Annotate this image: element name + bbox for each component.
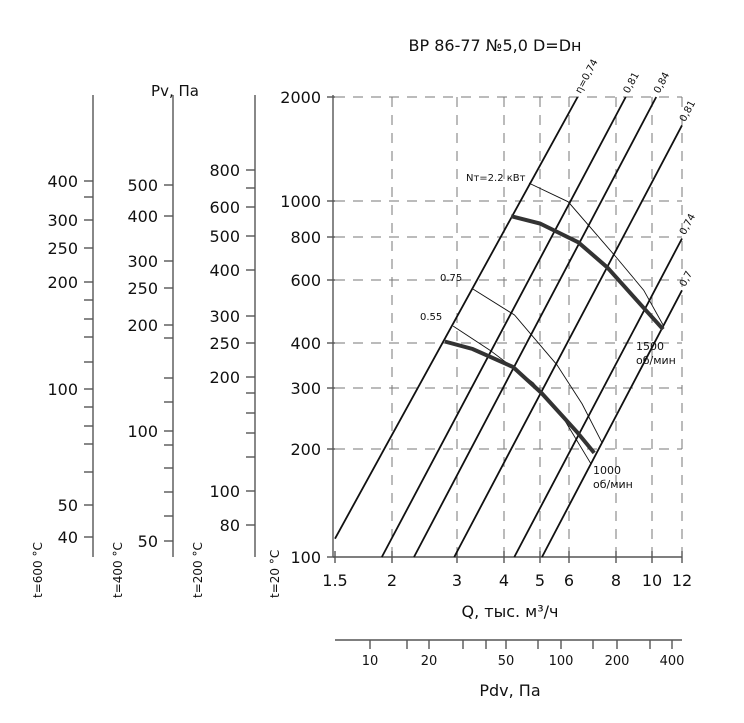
pdv-tick-label: 100 xyxy=(549,654,574,669)
efficiency-line xyxy=(453,124,683,558)
temperature-scale-tick-label: 400 xyxy=(127,207,158,226)
temperature-scale-tick-label: 800 xyxy=(209,161,240,180)
y-tick-label: 400 xyxy=(290,334,321,353)
y-tick-label: 1000 xyxy=(280,192,321,211)
temperature-scale-tick-label: 200 xyxy=(47,273,78,292)
power-curve-label: 0.55 xyxy=(420,312,442,323)
fan-speed-label: об/мин xyxy=(593,478,633,491)
axes: 1.5 2 3 4 5 6 8 10 12 100 200 300 400 600 800 1000 2000 4… xyxy=(31,88,692,669)
temperature-scale-tick-label: 100 xyxy=(127,422,158,441)
x-tick-label: 3 xyxy=(452,571,462,590)
temperature-scale-tick-label: 40 xyxy=(58,528,78,547)
grid xyxy=(335,96,683,557)
chart-title: ВР 86-77 №5,0 D=Dн xyxy=(409,36,582,55)
efficiency-label: 0,84 xyxy=(652,71,672,96)
efficiency-line xyxy=(413,96,658,558)
temperature-scale-tick-label: 600 xyxy=(209,198,240,217)
temperature-scale-tick-label: 250 xyxy=(209,334,240,353)
temperature-scale-tick-label: 80 xyxy=(220,516,240,535)
x-tick-label: 1.5 xyxy=(322,571,347,590)
temperature-scale-tick-label: 300 xyxy=(209,307,240,326)
temperature-scale-label: t=200 °C xyxy=(191,542,205,598)
pdv-tick-label: 20 xyxy=(421,654,438,669)
pdv-tick-label: 400 xyxy=(660,654,685,669)
efficiency-label: 0,81 xyxy=(678,99,698,124)
efficiency-line xyxy=(334,96,579,540)
pdv-axis-label: Pdv, Па xyxy=(479,681,540,700)
power-curve-label: 0.75 xyxy=(440,273,462,284)
power-curve xyxy=(472,288,603,443)
pdv-tick-label: 50 xyxy=(498,654,515,669)
y-tick-label: 300 xyxy=(290,379,321,398)
y-axis-label: Pv, Па xyxy=(151,82,199,100)
efficiency-label: 0,74 xyxy=(678,212,698,237)
power-curve xyxy=(452,325,592,464)
efficiency-line xyxy=(513,238,683,558)
temperature-scale-tick-label: 200 xyxy=(209,368,240,387)
power-curve xyxy=(528,182,664,326)
x-axis-label: Q, тыс. м³/ч xyxy=(461,602,558,621)
efficiency-label: 0,7 xyxy=(678,269,695,288)
temperature-scale-tick-label: 300 xyxy=(127,252,158,271)
efficiency-line xyxy=(541,289,683,558)
temperature-scale-tick-label: 50 xyxy=(138,532,158,551)
temperature-scale-tick-label: 250 xyxy=(127,279,158,298)
temperature-scale-tick-label: 500 xyxy=(127,176,158,195)
temperature-scale-tick-label: 400 xyxy=(47,172,78,191)
y-tick-label: 200 xyxy=(290,440,321,459)
temperature-scale-tick-label: 50 xyxy=(58,496,78,515)
fan-speed-curve xyxy=(444,339,596,455)
x-tick-label: 8 xyxy=(611,571,621,590)
temperature-scale-label: t=20 °C xyxy=(268,550,282,598)
temperature-scale-tick-label: 250 xyxy=(47,239,78,258)
fan-speed-label: 1000 xyxy=(593,464,621,477)
efficiency-label: 0,81 xyxy=(622,71,642,96)
series: η=0,74 0,81 0,84 0,81 0,74 0,7 Nт=2.2 кВт 0.75 0… xyxy=(334,58,698,558)
temperature-scale-tick-label: 400 xyxy=(209,261,240,280)
y-tick-label: 800 xyxy=(290,228,321,247)
temperature-scale-tick-label: 300 xyxy=(47,211,78,230)
temperature-scale-tick-label: 200 xyxy=(127,316,158,335)
efficiency-line xyxy=(381,96,627,558)
temperature-scale-label: t=600 °C xyxy=(31,542,45,598)
y-tick-label: 600 xyxy=(290,271,321,290)
fan-speed-label: об/мин xyxy=(636,354,676,367)
y-tick-label: 2000 xyxy=(280,88,321,107)
x-tick-label: 6 xyxy=(564,571,574,590)
temperature-scale-tick-label: 100 xyxy=(209,482,240,501)
x-tick-label: 10 xyxy=(642,571,662,590)
x-tick-label: 2 xyxy=(387,571,397,590)
temperature-scale-label: t=400 °C xyxy=(111,542,125,598)
temperature-scale-tick-label: 500 xyxy=(209,227,240,246)
pdv-tick-label: 200 xyxy=(605,654,630,669)
power-curve-label: Nт=2.2 кВт xyxy=(466,173,526,184)
x-tick-label: 5 xyxy=(535,571,545,590)
fan-speed-label: 1500 xyxy=(636,340,664,353)
y-tick-label: 100 xyxy=(290,548,321,567)
x-tick-label: 12 xyxy=(672,571,692,590)
x-tick-label: 4 xyxy=(499,571,509,590)
efficiency-label: η=0,74 xyxy=(574,58,601,96)
fan-speed-curve xyxy=(510,214,665,331)
pdv-tick-label: 10 xyxy=(362,654,379,669)
temperature-scale-tick-label: 100 xyxy=(47,380,78,399)
